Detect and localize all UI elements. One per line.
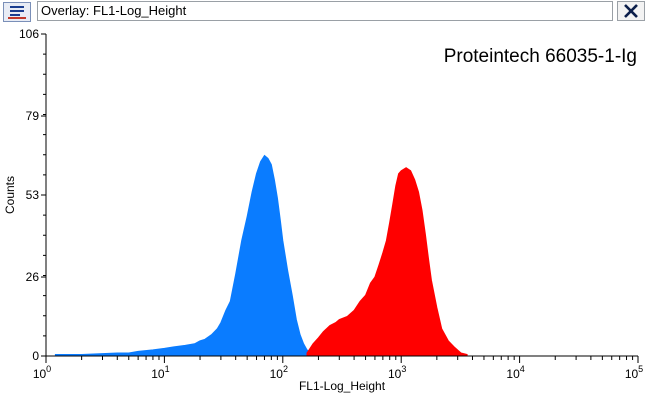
y-tick-label: 53 bbox=[26, 188, 40, 202]
window-titlebar: Overlay: FL1-Log_Height bbox=[0, 0, 650, 24]
axis-layer: 0 26 53 79 106 100 101 102 103 104 105 bbox=[19, 27, 643, 381]
chart-annotation: Proteintech 66035-1-Ig bbox=[444, 46, 637, 67]
x-tick-label: 102 bbox=[270, 364, 288, 381]
y-tick-label: 0 bbox=[32, 349, 39, 363]
x-tick-label: 105 bbox=[625, 364, 643, 381]
y-tick-label: 26 bbox=[26, 270, 40, 284]
x-tick-label: 101 bbox=[151, 364, 169, 381]
series-layer bbox=[54, 154, 468, 357]
y-tick-label: 106 bbox=[19, 27, 39, 41]
y-tick-label: 79 bbox=[26, 109, 40, 123]
x-axis-label: FL1-Log_Height bbox=[299, 379, 386, 393]
y-axis-label: Counts bbox=[3, 176, 17, 214]
x-tick-label: 104 bbox=[506, 364, 524, 381]
histogram-series-2 bbox=[306, 167, 468, 357]
close-x-icon[interactable] bbox=[617, 1, 645, 21]
x-tick-label: 100 bbox=[33, 364, 51, 381]
histogram-series-1 bbox=[54, 154, 314, 357]
histogram-app-icon[interactable] bbox=[3, 2, 31, 22]
window-title: Overlay: FL1-Log_Height bbox=[37, 1, 613, 21]
x-tick-label: 103 bbox=[388, 364, 406, 381]
